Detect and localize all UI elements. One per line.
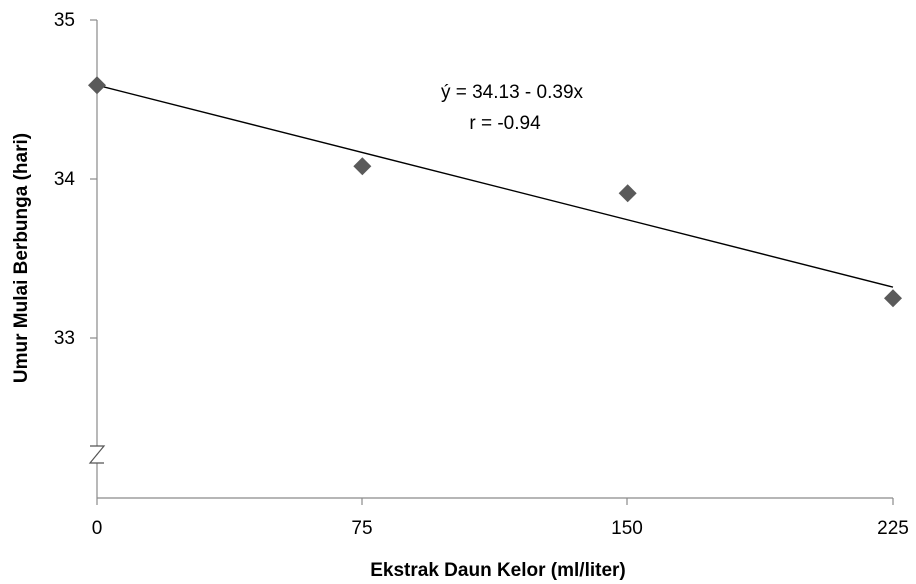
x-tick-label: 0 — [92, 518, 103, 539]
axis-break-icon — [88, 445, 106, 464]
x-tick-label: 150 — [611, 518, 643, 539]
data-point — [884, 289, 902, 308]
x-axis-title: Ekstrak Daun Kelor (ml/liter) — [370, 560, 626, 581]
y-tick-label: 35 — [54, 10, 75, 31]
y-tick-label: 34 — [54, 169, 76, 190]
data-point — [88, 76, 106, 95]
data-point — [353, 157, 372, 176]
correlation-label: r = -0.94 — [469, 113, 541, 134]
y-axis-title: Umur Mulai Berbunga (hari) — [11, 133, 32, 383]
data-point — [618, 184, 637, 203]
data-layer — [88, 76, 902, 308]
y-tick-label: 33 — [54, 328, 75, 349]
regression-equation: ý = 34.13 - 0.39x — [441, 82, 584, 103]
x-tick-label: 225 — [877, 518, 909, 539]
x-tick-label: 75 — [351, 518, 372, 539]
trendline — [96, 84, 894, 288]
